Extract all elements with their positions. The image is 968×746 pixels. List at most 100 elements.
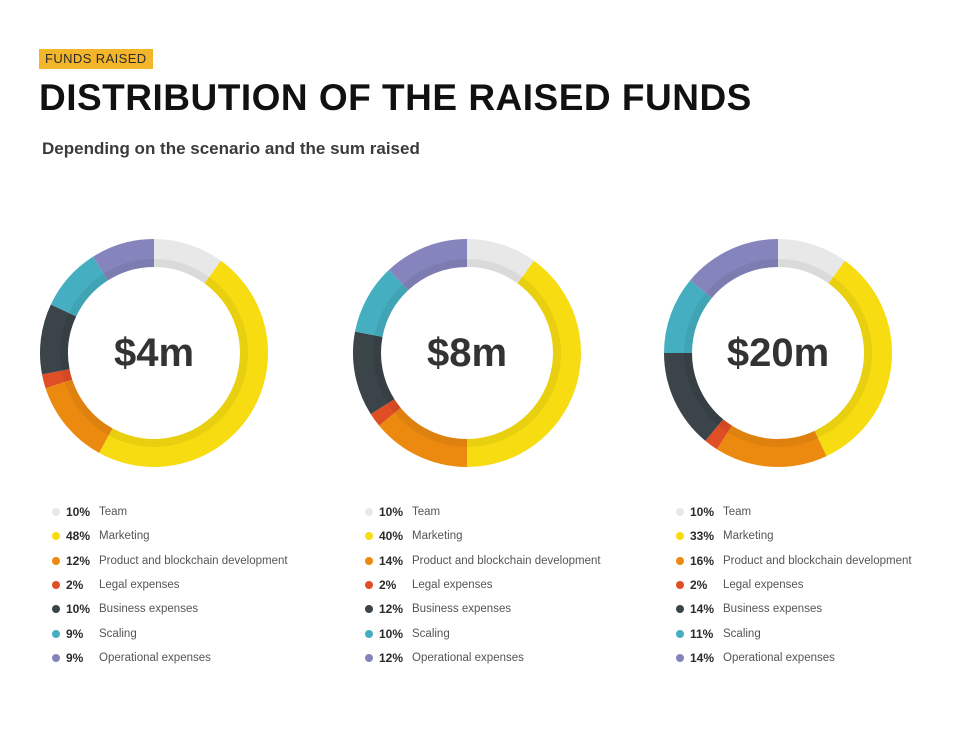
legend-value: 48% [66, 529, 91, 544]
legend-dot [676, 605, 684, 614]
slice-business-expenses [664, 353, 724, 441]
slice-shade [374, 284, 409, 337]
slice-shade [684, 353, 724, 426]
legend-item-scaling: 10% Scaling [365, 621, 601, 645]
legend-dot [52, 581, 60, 590]
legend-dot [52, 653, 60, 662]
legend-dot [365, 629, 373, 638]
legend-item-marketing: 48% Marketing [52, 524, 288, 548]
legend-dot [676, 629, 684, 638]
slice-shade [727, 425, 819, 447]
legend-value: 12% [379, 650, 404, 665]
legend-item-team: 10% Team [365, 500, 601, 524]
legend-value: 14% [379, 553, 404, 568]
slice-operational-expenses [388, 239, 467, 291]
legend-dot [52, 629, 60, 638]
slice-shade [778, 259, 834, 284]
legend-dot [365, 508, 373, 517]
legend-label: Operational expenses [99, 651, 211, 664]
legend-item-operational-expenses: 14% Operational expenses [676, 646, 912, 670]
legend-dot [52, 508, 60, 517]
legend-label: Team [99, 506, 128, 519]
legend-dot [676, 508, 684, 517]
legend-item-business-expenses: 12% Business expenses [365, 597, 601, 621]
legend-value: 33% [690, 529, 715, 544]
legend-item-legal-expenses: 2% Legal expenses [52, 573, 288, 597]
legend-item-product-and-blockchain-development: 14% Product and blockchain development [365, 549, 601, 573]
legend-value: 14% [690, 602, 715, 617]
legend-value: 2% [379, 578, 397, 593]
donut-chart-1: $4m [39, 238, 269, 468]
legend-item-scaling: 9% Scaling [52, 621, 288, 645]
slice-product-and-blockchain-development [45, 379, 113, 453]
slice-scaling [355, 269, 409, 337]
legend-value: 9% [66, 650, 84, 665]
slice-scaling [664, 280, 712, 353]
chart-column-1: $4m 10% Team 48% Marketing 12% Product and bl… [39, 0, 349, 746]
slice-operational-expenses [92, 239, 154, 281]
legend-item-scaling: 11% Scaling [676, 621, 912, 645]
legend-item-team: 10% Team [52, 500, 288, 524]
slice-shade [814, 276, 872, 439]
legend-label: Legal expenses [99, 579, 180, 592]
donut-svg [40, 239, 268, 467]
legend-label: Product and blockchain development [412, 554, 601, 567]
slice-marketing [814, 260, 892, 457]
legend-label: Operational expenses [723, 651, 835, 664]
legend-value: 9% [66, 626, 84, 641]
legend-dot [365, 581, 373, 590]
legend-value: 12% [66, 553, 91, 568]
slice-shade [402, 259, 467, 291]
legend-label: Business expenses [412, 603, 512, 616]
slice-shade [64, 379, 113, 436]
slice-shade [705, 259, 778, 299]
legend-label: Legal expenses [723, 579, 804, 592]
legend-label: Product and blockchain development [723, 554, 912, 567]
legend: 10% Team 33% Marketing 16% Product and blockc… [676, 500, 912, 670]
legend-dot [365, 653, 373, 662]
donut-center-label: $8m [426, 330, 508, 375]
slice-shade [387, 399, 401, 413]
slice-team [154, 239, 222, 284]
legend-label: Operational expenses [412, 651, 524, 664]
donut-center-label: $4m [113, 330, 195, 375]
slice-scaling [50, 256, 108, 317]
legend-value: 14% [690, 650, 715, 665]
legend: 10% Team 40% Marketing 14% Product and blockc… [365, 500, 601, 670]
legend-value: 10% [66, 505, 91, 520]
slice-shade [154, 259, 210, 284]
section-tag: FUNDS RAISED [39, 49, 153, 69]
legend-value: 2% [66, 578, 84, 593]
legend-item-marketing: 33% Marketing [676, 524, 912, 548]
slice-shade [684, 293, 712, 353]
legend-label: Marketing [412, 530, 463, 543]
legend-value: 2% [690, 578, 708, 593]
legend-value: 10% [379, 626, 404, 641]
legend-item-operational-expenses: 9% Operational expenses [52, 646, 288, 670]
chart-column-2: $8m 10% Team 40% Marketing 14% Product and bl… [352, 0, 662, 746]
slice-shade [467, 259, 523, 284]
legend-item-team: 10% Team [676, 500, 912, 524]
slice-shade [373, 335, 395, 404]
slice-shade [718, 419, 732, 433]
legend-label: Scaling [412, 627, 450, 640]
legend-label: Scaling [723, 627, 761, 640]
slice-product-and-blockchain-development [716, 425, 827, 467]
page-title: DISTRIBUTION OF THE RAISED FUNDS [39, 77, 752, 118]
slice-operational-expenses [690, 239, 778, 299]
legend-item-legal-expenses: 2% Legal expenses [676, 573, 912, 597]
legend-label: Marketing [723, 530, 774, 543]
legend-dot [676, 532, 684, 541]
legend-item-business-expenses: 14% Business expenses [676, 597, 912, 621]
slice-shade [103, 259, 154, 281]
slice-team [778, 239, 846, 284]
legend: 10% Team 48% Marketing 12% Product and blockc… [52, 500, 288, 670]
legend-label: Marketing [99, 530, 150, 543]
legend-value: 16% [690, 553, 715, 568]
legend-item-marketing: 40% Marketing [365, 524, 601, 548]
legend-value: 10% [690, 505, 715, 520]
slice-legal-expenses [705, 419, 732, 450]
donut-chart-2: $8m [352, 238, 582, 468]
slice-shade [68, 273, 108, 317]
legend-value: 10% [379, 505, 404, 520]
